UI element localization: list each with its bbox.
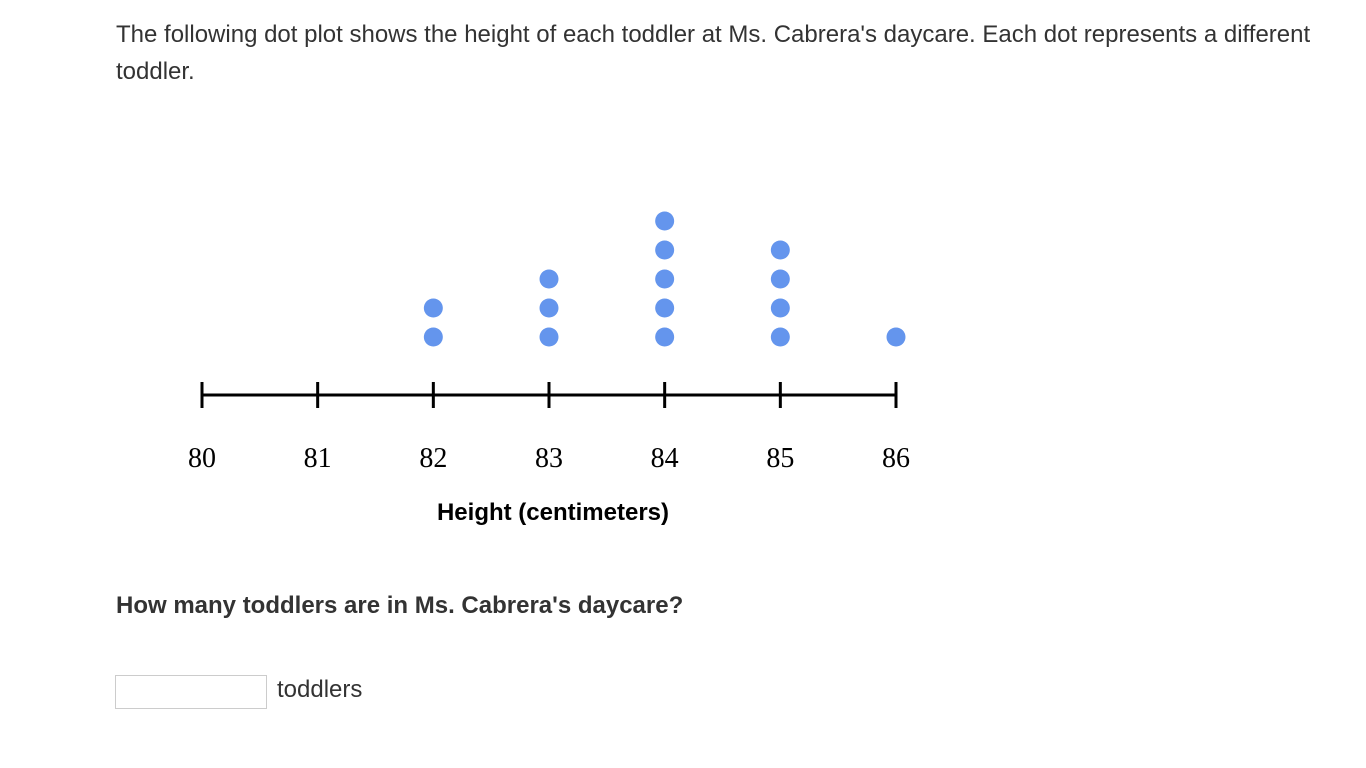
- data-dot: [539, 298, 559, 318]
- data-dot: [539, 327, 559, 347]
- x-axis-label: Height (centimeters): [437, 499, 669, 526]
- data-dot: [655, 269, 675, 289]
- data-dot: [770, 298, 790, 318]
- tick-label: 83: [535, 443, 563, 474]
- tick-label: 86: [882, 443, 910, 474]
- tick-label: 85: [766, 443, 794, 474]
- tick-label: 80: [188, 443, 216, 474]
- question-text: How many toddlers are in Ms. Cabrera's d…: [116, 592, 684, 619]
- tick-label: 84: [651, 443, 679, 474]
- dot-plot: 80 81 82 83 84 85 86 Height (centimeters): [188, 211, 910, 526]
- answer-input[interactable]: [115, 675, 267, 709]
- tick-label: 82: [419, 443, 447, 474]
- data-dot: [655, 327, 675, 347]
- data-dot: [770, 327, 790, 347]
- problem-prompt: The following dot plot shows the height …: [116, 21, 1311, 85]
- data-dot: [423, 327, 443, 347]
- data-dot: [770, 240, 790, 260]
- data-dot: [655, 211, 675, 231]
- tick-label: 81: [304, 443, 332, 474]
- data-dot: [886, 327, 906, 347]
- data-dot: [770, 269, 790, 289]
- data-dot: [655, 240, 675, 260]
- data-dot: [655, 298, 675, 318]
- answer-unit-label: toddlers: [277, 676, 363, 703]
- data-dot: [423, 298, 443, 318]
- data-dot: [539, 269, 559, 289]
